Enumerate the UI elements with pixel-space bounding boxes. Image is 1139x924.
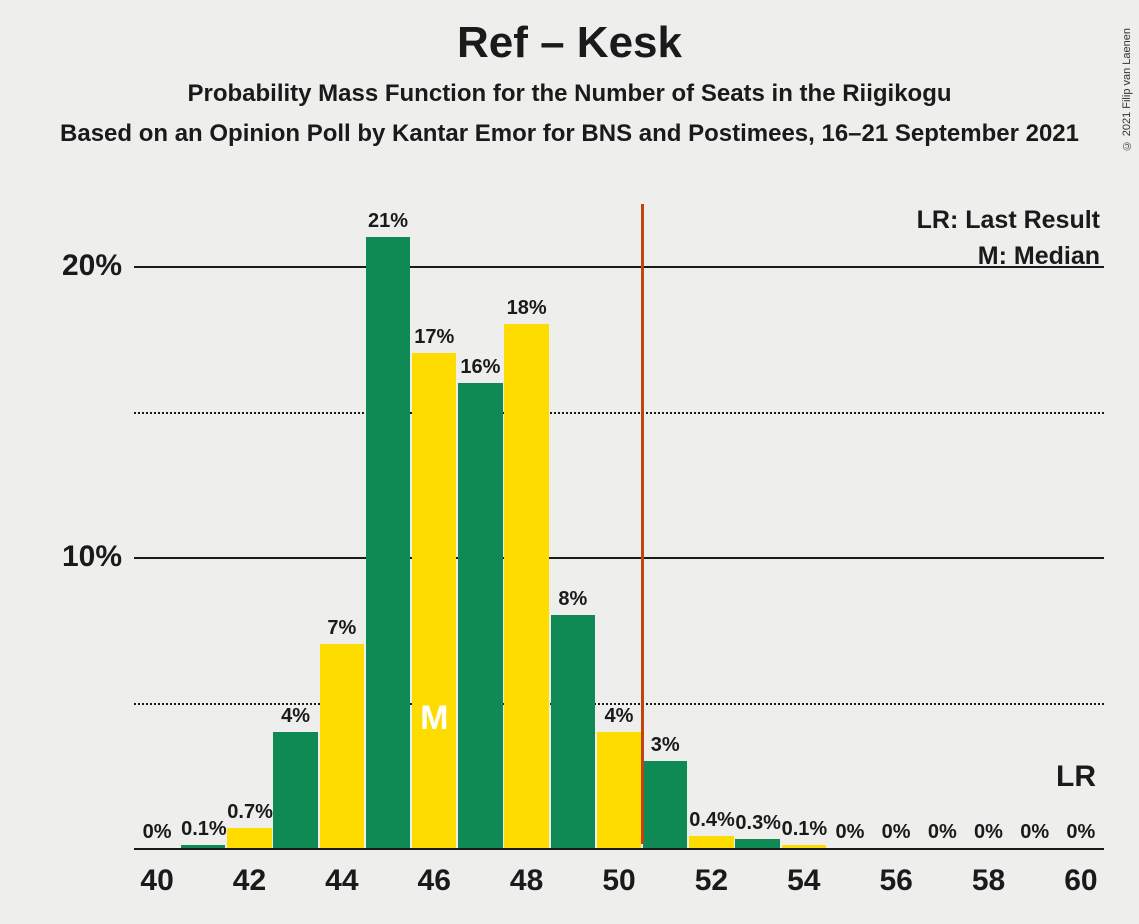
- x-axis-label: 54: [787, 864, 820, 898]
- chart-title: Ref – Kesk: [0, 18, 1139, 68]
- x-axis-label: 52: [695, 864, 728, 898]
- x-axis-label: 48: [510, 864, 543, 898]
- last-result-line: [641, 204, 644, 844]
- bar: 0.1%: [181, 845, 225, 848]
- bar-value-label: 4%: [273, 705, 317, 728]
- bar-value-label: 7%: [320, 617, 364, 640]
- median-marker: M: [412, 699, 456, 738]
- bar-value-label: 8%: [551, 588, 595, 611]
- bar: 0.3%: [735, 839, 779, 848]
- bar-value-label: 0%: [966, 821, 1010, 844]
- bar: 18%: [504, 324, 548, 848]
- y-axis-label: 10%: [62, 540, 122, 574]
- x-axis-label: 44: [325, 864, 358, 898]
- chart-subtitle-1: Probability Mass Function for the Number…: [0, 80, 1139, 108]
- bar-value-label: 4%: [597, 705, 641, 728]
- bar-value-label: 0.1%: [181, 818, 225, 841]
- gridline-major: [134, 557, 1104, 559]
- x-axis-label: 46: [418, 864, 451, 898]
- x-axis-label: 50: [602, 864, 635, 898]
- bar: 0.1%: [782, 845, 826, 848]
- bar-value-label: 16%: [458, 356, 502, 379]
- bar: 21%: [366, 237, 410, 848]
- x-axis-baseline: [134, 848, 1104, 850]
- bar: 4%: [597, 732, 641, 848]
- copyright-text: © 2021 Filip van Laenen: [1121, 28, 1133, 151]
- bar-value-label: 0.7%: [227, 801, 271, 824]
- bar-value-label: 0.4%: [689, 809, 733, 832]
- bar-value-label: 0%: [920, 821, 964, 844]
- bar: 0.7%: [227, 828, 271, 848]
- x-axis-label: 42: [233, 864, 266, 898]
- bar: 0.4%: [689, 836, 733, 848]
- bar-value-label: 0.3%: [735, 812, 779, 835]
- bar-value-label: 0.1%: [782, 818, 826, 841]
- bar-value-label: 21%: [366, 210, 410, 233]
- chart-subtitle-2: Based on an Opinion Poll by Kantar Emor …: [0, 120, 1139, 148]
- bar-value-label: 0%: [828, 821, 872, 844]
- bar: 16%: [458, 383, 502, 848]
- bar: 4%: [273, 732, 317, 848]
- x-axis-label: 58: [972, 864, 1005, 898]
- bar-value-label: 18%: [504, 297, 548, 320]
- gridline-major: [134, 266, 1104, 268]
- bar: 3%: [643, 761, 687, 848]
- bar-value-label: 17%: [412, 326, 456, 349]
- bar-value-label: 0%: [1013, 821, 1057, 844]
- x-axis-label: 40: [140, 864, 173, 898]
- bar-value-label: 0%: [874, 821, 918, 844]
- y-axis-label: 20%: [62, 249, 122, 283]
- gridline-minor: [134, 412, 1104, 414]
- bar-value-label: 3%: [643, 734, 687, 757]
- bar-value-label: 0%: [135, 821, 179, 844]
- last-result-label: LR: [1056, 760, 1096, 794]
- legend-lr: LR: Last Result: [917, 206, 1100, 235]
- x-axis-label: 60: [1064, 864, 1097, 898]
- bar: 8%: [551, 615, 595, 848]
- bar: 17%M: [412, 353, 456, 848]
- x-axis-label: 56: [879, 864, 912, 898]
- bar: 7%: [320, 644, 364, 848]
- chart-container: LR: Last Result M: Median 10%20%0%0.1%0.…: [50, 208, 1110, 908]
- chart-plot-area: LR: Last Result M: Median 10%20%0%0.1%0.…: [134, 208, 1104, 848]
- bar-value-label: 0%: [1059, 821, 1103, 844]
